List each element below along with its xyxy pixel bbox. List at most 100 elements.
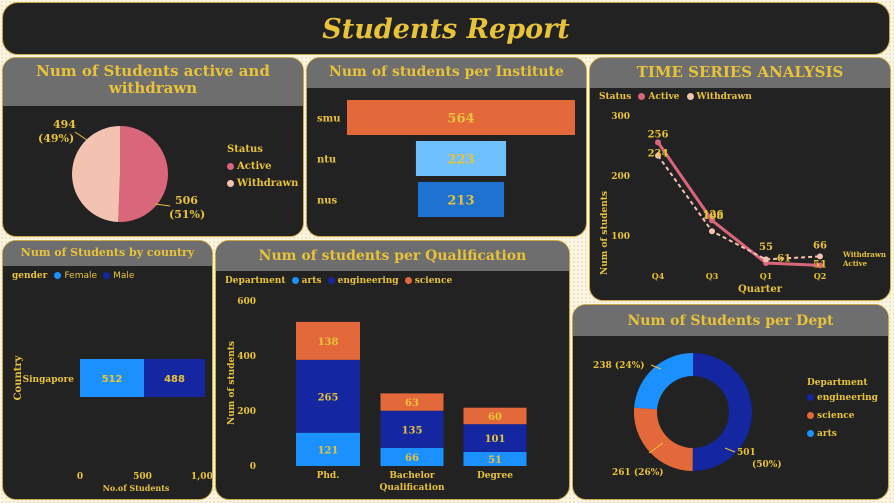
ts-label-active-q3: 126 [703,209,724,220]
legend-item-dept-science[interactable]: science [807,411,878,421]
country-bar-value-male: 488 [164,374,185,385]
donut-leader-science [648,442,664,454]
institute-label-ntu: ntu [317,155,336,166]
report-title: Students Report [322,14,570,45]
legend-label-male: Male [113,271,135,281]
donut-slice-arts [634,353,693,410]
qualification-panel-title: Num of students per Qualification [216,241,569,271]
dept-panel: Num of Students per Dept Department engi… [572,304,889,500]
legend-item-withdrawn[interactable]: Withdrawn [227,178,298,189]
qual-ytick-200: 200 [237,407,256,417]
qual-bar-phd-science [296,321,360,360]
legend-item-active-line[interactable]: Active [638,92,679,102]
ts-point-active-Q2 [817,262,823,269]
ts-ytick-100: 100 [611,232,630,242]
institute-panel: Num of students per Institute 564 smu 223 n… [306,57,587,237]
country-xtick-2: 1,000 [191,472,213,482]
active-dot-icon [227,163,234,170]
ts-label-withdrawn-q4: 234 [648,149,669,160]
country-legend: gender Female Male [12,271,134,281]
ts-point-withdrawn-Q2 [817,253,823,260]
ts-label-active-q2: 51 [813,259,827,270]
dept-science-dot-icon [807,412,814,419]
legend-item-engineering[interactable]: engineering [327,276,399,286]
institute-bar-ntu [415,141,507,176]
male-dot-icon [103,272,111,279]
qual-legend-engineering: engineering [337,276,399,286]
country-category-label: Singapore [23,375,75,385]
dept-panel-title: Num of Students per Dept [573,305,888,336]
donut-leader-arts [650,364,662,370]
country-legend-title: gender [12,271,48,281]
legend-item-male[interactable]: Male [103,271,134,281]
pie-percent-active: (51%) [169,208,205,221]
qual-bar-phd-engineering [296,359,360,433]
country-bar-chart: 512 488 Singapore 0 500 1,000 No.of Students Co… [13,354,213,493]
ts-label-active-q4: 256 [648,129,669,140]
science-dot-icon [404,277,412,284]
qual-value-bachelor-arts: 66 [405,453,419,464]
qual-xtick-degree: Degree [477,471,513,481]
pie-value-withdrawn: 494 [53,118,76,131]
qual-bar-bachelor-arts [380,447,444,466]
pie-value-active: 506 [175,194,198,207]
pie-percent-withdrawn: (49%) [38,132,74,145]
qual-ytick-400: 400 [237,352,256,362]
institute-panel-title: Num of students per Institute [307,58,586,88]
legend-item-active[interactable]: Active [227,161,298,172]
qual-value-phd-engineering: 265 [318,392,339,403]
legend-item-arts[interactable]: arts [291,276,322,286]
institute-bar-nus [417,182,505,217]
country-panel-title: Num of Students by country [3,241,212,266]
country-bar-male [144,359,205,397]
time-legend-active: Active [648,92,680,102]
ts-ylabel: Num of students [600,191,610,275]
qual-bar-phd-arts [296,432,360,466]
institute-bar-value-ntu: 223 [447,153,474,168]
qual-ylabel: Num of students [227,341,237,425]
legend-item-dept-engineering[interactable]: engineering [807,393,878,403]
legend-item-science[interactable]: science [404,276,452,286]
ts-xtick-Q3: Q3 [706,271,719,281]
dept-legend: Department engineering science arts [807,378,878,439]
dept-engineering-dot-icon [807,394,814,401]
qual-xtick-phd: Phd. [317,471,340,481]
legend-label-female: Female [64,271,98,281]
qual-ytick-0: 0 [250,462,256,472]
legend-item-withdrawn-line[interactable]: Withdrawn [686,92,752,102]
qual-bar-bachelor-engineering [380,410,444,448]
ts-line-active [656,141,821,267]
arts-dot-icon [291,277,299,284]
donut-label-science: 261 (26%) [612,467,664,478]
qual-xlabel: Qualification [379,483,444,493]
ts-xlabel: Quarter [738,284,783,295]
qual-bar-degree-arts [463,451,527,466]
female-dot-icon [54,272,62,279]
donut-label-arts: 238 (24%) [593,360,645,371]
country-xtick-0: 0 [77,472,83,482]
status-legend: Status Active Withdrawn [227,144,298,189]
qual-legend-arts: arts [301,276,322,286]
institute-bar-value-nus: 213 [447,194,474,209]
time-legend: Status Active Withdrawn [599,92,752,102]
status-panel-title: Num of Students active and withdrawn [3,58,303,106]
qual-bar-degree-science [463,407,527,425]
qual-legend-title: Department [225,276,286,286]
institute-label-nus: nus [317,196,338,207]
country-bar-value-female: 512 [102,374,123,385]
donut-percent-engineering: (50%) [752,459,782,470]
qual-ytick-600: 600 [237,297,256,307]
qual-value-bachelor-engineering: 135 [402,425,423,436]
legend-item-dept-arts[interactable]: arts [807,429,878,439]
institute-label-smu: smu [317,114,340,125]
donut-slice-science [634,407,693,471]
ts-xtick-Q4: Q4 [652,271,665,281]
dept-legend-title: Department [807,378,868,388]
qual-value-phd-arts: 121 [318,445,339,456]
qualification-bar-chart: 600 400 200 0 Num of students 121 265 138 Phd. 66… [227,297,527,493]
qual-value-degree-engineering: 101 [485,434,506,445]
legend-item-female[interactable]: Female [54,271,97,281]
institute-bar-value-smu: 564 [447,112,474,127]
country-ylabel: Country [13,354,24,400]
